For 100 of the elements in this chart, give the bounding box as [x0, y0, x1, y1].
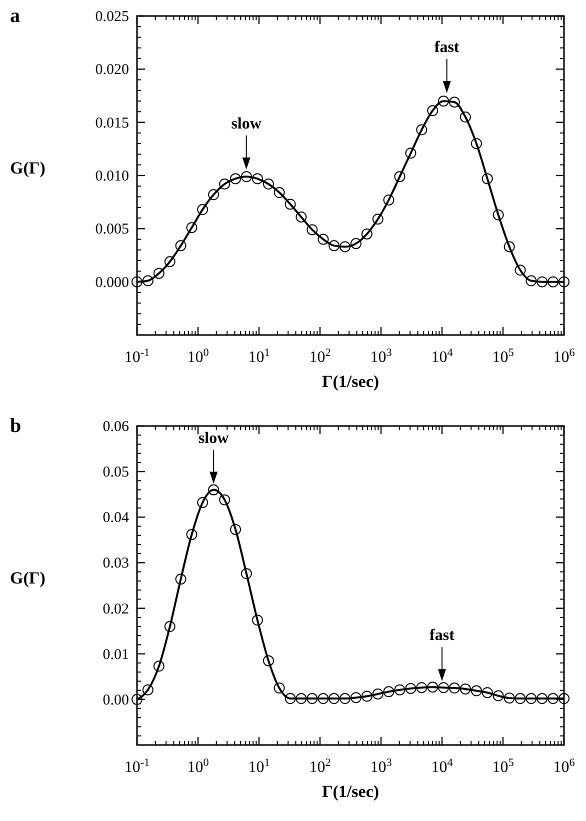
- point: [142, 275, 154, 286]
- point: [318, 234, 329, 245]
- x-tick-label: 10$^{0}$: [187, 347, 210, 366]
- x-tick-label: 10$^{2}$: [309, 757, 331, 776]
- x-tick-label: 10$^{0}$: [187, 757, 210, 776]
- x-axis-title: Γ(1/sec): [322, 372, 380, 391]
- y-tick-label: 0.020: [95, 62, 129, 78]
- point: [394, 684, 406, 696]
- point: [340, 693, 351, 704]
- annotation: fast: [434, 38, 460, 56]
- point: [186, 528, 198, 540]
- point: [142, 684, 154, 696]
- x-tick-label: 10$^{1}$: [248, 347, 270, 366]
- y-tick-label: 0.06: [102, 419, 130, 435]
- point: [504, 241, 515, 252]
- point: [558, 693, 570, 704]
- point: [296, 693, 307, 704]
- point: [383, 194, 394, 206]
- point: [361, 228, 372, 240]
- point: [153, 268, 164, 279]
- point: [548, 693, 559, 704]
- point: [383, 686, 394, 698]
- point: [405, 148, 416, 159]
- chart-title: a: [10, 5, 20, 27]
- point: [394, 171, 406, 182]
- point: [548, 276, 559, 288]
- point: [340, 241, 351, 252]
- point: [350, 692, 362, 704]
- y-tick-label: 0.04: [102, 510, 130, 526]
- point: [438, 682, 450, 694]
- point: [536, 693, 548, 704]
- x-tick-label: 10$^{3}$: [370, 347, 392, 366]
- point: [318, 693, 329, 704]
- point: [284, 198, 296, 210]
- point: [175, 574, 186, 585]
- point: [526, 275, 537, 286]
- y-tick-label: 0.00: [102, 692, 129, 708]
- y-axis-title: G(Γ): [10, 158, 46, 178]
- point: [405, 682, 416, 694]
- point: [448, 682, 460, 694]
- x-tick-label: 10$^{2}$: [309, 347, 331, 366]
- point: [219, 494, 230, 506]
- point: [350, 238, 362, 250]
- point: [306, 224, 318, 236]
- point: [284, 693, 296, 704]
- point: [460, 683, 471, 694]
- point: [153, 660, 164, 672]
- point: [186, 222, 198, 234]
- point: [372, 214, 384, 225]
- point: [492, 690, 504, 702]
- point: [164, 256, 176, 268]
- point: [328, 240, 340, 252]
- chart-title: b: [10, 415, 22, 437]
- x-axis-title: Γ(1/sec): [322, 782, 380, 801]
- x-tick-label: 10$^{4}$: [431, 347, 454, 366]
- point: [230, 173, 242, 184]
- point: [274, 187, 285, 198]
- point: [470, 685, 482, 696]
- point: [438, 96, 450, 107]
- point: [164, 621, 176, 632]
- point: [448, 96, 460, 108]
- y-tick-label: 0.01: [102, 646, 129, 663]
- point: [514, 693, 526, 704]
- point: [482, 687, 493, 698]
- y-tick-label: 0.010: [95, 168, 129, 184]
- x-tick-label: 10$^{6}$: [553, 347, 576, 366]
- point: [492, 209, 504, 220]
- x-tick-label: 10$^{-1}$: [124, 347, 150, 366]
- point: [252, 614, 263, 626]
- point: [427, 105, 438, 116]
- point: [274, 682, 285, 694]
- point: [416, 124, 428, 136]
- x-tick-label: 10$^{6}$: [553, 757, 576, 776]
- point: [470, 138, 482, 150]
- y-tick-label: 0.03: [102, 556, 129, 572]
- x-tick-label: 10$^{1}$: [248, 757, 270, 776]
- point: [514, 264, 526, 276]
- point: [262, 655, 274, 666]
- point: [536, 276, 548, 288]
- point: [175, 240, 186, 252]
- point: [361, 690, 372, 702]
- y-axis-title: G(Γ): [10, 568, 46, 588]
- point: [526, 693, 537, 704]
- point: [372, 688, 384, 700]
- point: [504, 692, 515, 704]
- point: [252, 173, 263, 184]
- point: [482, 173, 493, 184]
- point: [132, 276, 142, 288]
- y-tick-label: 0.02: [102, 601, 129, 618]
- point: [208, 189, 220, 200]
- x-tick-label: 10$^{4}$: [431, 757, 454, 776]
- point: [328, 693, 340, 704]
- y-tick-label: 0.005: [95, 222, 129, 238]
- x-tick-label: 10$^{-1}$: [124, 757, 150, 776]
- y-tick-label: 0.015: [95, 115, 129, 132]
- point: [416, 682, 428, 694]
- y-tick-label: 0.025: [95, 9, 129, 25]
- point: [427, 682, 438, 693]
- x-tick-label: 10$^{3}$: [370, 757, 392, 776]
- point: [460, 112, 471, 123]
